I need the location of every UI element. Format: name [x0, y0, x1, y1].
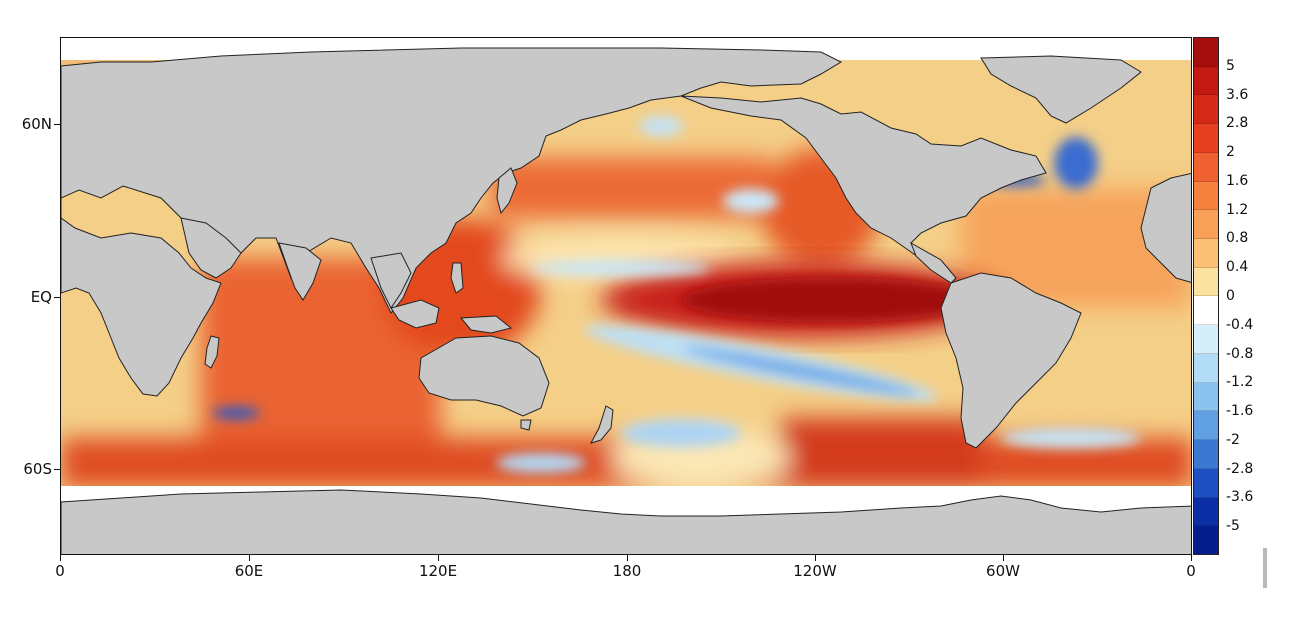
sst-anomaly-map [60, 37, 1192, 555]
landmass-australia [418, 335, 550, 417]
colorbar-label: -1.6 [1226, 403, 1254, 420]
lon-label-120w: 120W [793, 562, 837, 580]
colorbar-label: 0.4 [1226, 259, 1249, 276]
cold-band-south-pacific-core [683, 347, 919, 395]
lon-tick-60e [249, 555, 250, 561]
colorbar-segment [1194, 468, 1218, 498]
colorbar-segment [1194, 267, 1218, 297]
lat-tick-60s [54, 469, 60, 470]
colorbar-segment [1194, 239, 1218, 268]
colorbar-label: 3.6 [1226, 86, 1249, 103]
colorbar-label: -0.4 [1226, 316, 1254, 333]
lat-label-60s: 60S [23, 460, 52, 478]
colorbar-segment [1194, 124, 1218, 153]
colorbar-segment [1194, 382, 1218, 412]
colorbar-segment [1194, 38, 1218, 67]
lon-tick-0-right [1191, 555, 1192, 561]
colorbar-segment [1194, 353, 1218, 383]
colorbar-segment [1194, 296, 1218, 326]
colorbar-label: -0.8 [1226, 345, 1254, 362]
colorbar-segment [1194, 66, 1218, 96]
warm-band-se-pacific [781, 418, 981, 488]
landmass-north-america [680, 95, 1047, 271]
lat-label-60n: 60N [21, 115, 52, 133]
colorbar-segment [1194, 440, 1218, 469]
lon-label-60w: 60W [986, 562, 1020, 580]
lon-label-60e: 60E [234, 562, 264, 580]
colorbar-segment [1194, 411, 1218, 441]
colorbar-label: -5 [1226, 518, 1240, 535]
scrollbar-fragment [1263, 548, 1267, 588]
landmass-japan [496, 167, 518, 215]
landmass-madagascar [204, 335, 220, 369]
colorbar-segment [1194, 497, 1218, 527]
lon-tick-0 [60, 555, 61, 561]
landmass-greenland [980, 55, 1142, 124]
colorbar [1193, 37, 1219, 555]
lon-tick-180 [627, 555, 628, 561]
colorbar-label: 5 [1226, 57, 1235, 74]
cold-patch-indian-south [212, 407, 260, 419]
lat-label-eq: EQ [30, 288, 52, 306]
colorbar-segment [1194, 152, 1218, 182]
colorbar-segment [1194, 325, 1218, 354]
map-canvas [61, 38, 1191, 554]
landmass-india [278, 242, 322, 301]
land-masses [61, 47, 1191, 554]
cold-patch-tasman [621, 419, 741, 447]
landmass-south-america [940, 272, 1082, 449]
lon-label-120e: 120E [418, 562, 458, 580]
lon-label-180: 180 [612, 562, 642, 580]
colorbar-label: 0 [1226, 288, 1235, 304]
el-nino-warm-tongue-core [681, 278, 981, 322]
colorbar-label: -3.6 [1226, 489, 1254, 506]
landmass-sumatra-borneo [390, 299, 440, 329]
lon-tick-120w [815, 555, 816, 561]
lon-tick-120e [438, 555, 439, 561]
colorbar-label: -2.8 [1226, 460, 1254, 477]
colorbar-segment [1194, 95, 1218, 125]
colorbar-segment [1194, 181, 1218, 211]
colorbar-label: 2.8 [1226, 115, 1249, 132]
landmass-indochina [370, 252, 412, 309]
colorbar-label: 1.6 [1226, 172, 1249, 189]
colorbar-label: 1.2 [1226, 201, 1249, 218]
landmass-arabia [180, 217, 242, 279]
landmass-new-zealand [589, 405, 614, 444]
colorbar-segment [1194, 210, 1218, 240]
cold-band-north-tropical [531, 260, 711, 276]
landmass-europe-east-edge [1140, 172, 1191, 283]
lon-label-0: 0 [55, 562, 65, 580]
colorbar-label: 0.8 [1226, 230, 1249, 247]
colorbar-label: -1.2 [1226, 374, 1254, 391]
cold-patch-southern-ocean [496, 453, 586, 473]
cold-patch-bering [639, 116, 683, 136]
landmass-tasmania [520, 419, 532, 431]
colorbar-label: -2 [1226, 431, 1240, 448]
landmass-philippines [450, 262, 464, 294]
landmass-new-guinea [459, 315, 513, 334]
cold-patch-south-atlantic [1001, 428, 1141, 448]
colorbar-segment [1194, 526, 1218, 554]
cold-patch-north-atlantic [1054, 137, 1098, 189]
warm-band-north-pacific [491, 158, 771, 218]
lat-tick-eq [54, 297, 60, 298]
lat-tick-60n [54, 124, 60, 125]
lon-label-0-right: 0 [1186, 562, 1196, 580]
colorbar-label: 2 [1226, 144, 1235, 161]
cold-patch-north-pacific [723, 189, 779, 213]
lon-tick-60w [1003, 555, 1004, 561]
landmass-africa [61, 198, 222, 397]
landmass-antarctica [61, 489, 1191, 554]
